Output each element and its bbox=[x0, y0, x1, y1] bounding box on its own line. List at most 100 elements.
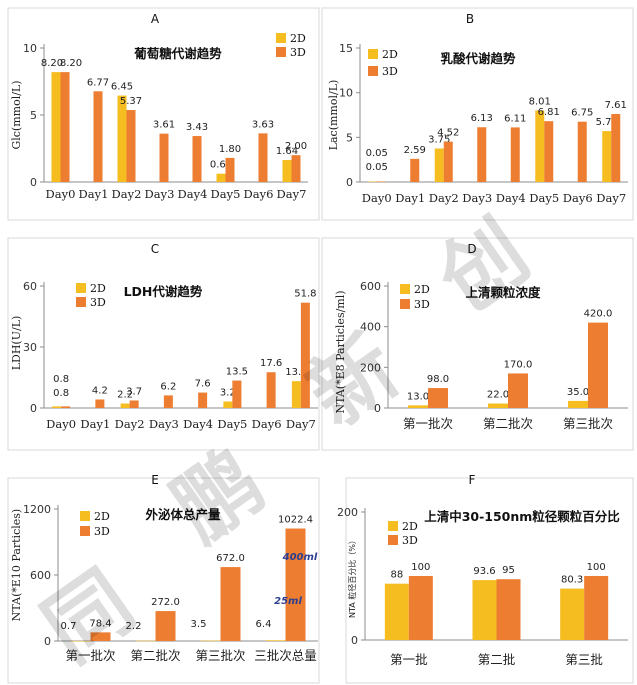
data-label-3d-2: 100 bbox=[587, 562, 606, 573]
data-label-2d-2: 35.0 bbox=[567, 387, 589, 398]
bar-2d-2 bbox=[568, 400, 588, 408]
bar-3d-2 bbox=[129, 400, 139, 408]
bar-2d-2 bbox=[560, 588, 585, 640]
data-label-2d-5: 8.01 bbox=[529, 96, 551, 107]
data-label-3d-2: 672.0 bbox=[216, 553, 245, 564]
y-tick-label: 10 bbox=[23, 42, 37, 55]
bar-3d-1 bbox=[496, 579, 521, 640]
bar-3d-7 bbox=[291, 155, 301, 182]
data-label-3d-5: 1.80 bbox=[219, 144, 241, 155]
x-tick-label: 第三批次 bbox=[563, 416, 613, 431]
x-tick-label: Day1 bbox=[395, 191, 425, 205]
y-tick-label: 0 bbox=[374, 402, 381, 415]
data-label-3d-4: 7.6 bbox=[195, 379, 211, 390]
legend-label-3d: 3D bbox=[382, 65, 398, 78]
y-tick-label: 400 bbox=[360, 321, 381, 334]
bar-3d-0 bbox=[408, 576, 433, 640]
y-tick-label: 600 bbox=[360, 280, 381, 293]
data-label-3d-5: 6.81 bbox=[538, 107, 560, 118]
y-tick-label: 0 bbox=[30, 402, 37, 415]
legend-label-2d: 2D bbox=[290, 32, 306, 45]
x-tick-label: Day6 bbox=[252, 417, 282, 431]
data-label-3d-2: 4.52 bbox=[437, 128, 459, 139]
bar-2d-1 bbox=[488, 403, 508, 408]
bar-2d-0 bbox=[51, 72, 61, 182]
data-label-3d-1: 95 bbox=[502, 565, 515, 576]
data-label-2d-0: 0.7 bbox=[61, 621, 77, 632]
x-tick-label: Day3 bbox=[462, 191, 492, 205]
x-tick-label: Day7 bbox=[277, 187, 307, 201]
x-tick-label: Day5 bbox=[211, 187, 241, 201]
volume-annotation-0: 400ml bbox=[282, 552, 318, 563]
panel-label: E bbox=[151, 473, 159, 487]
bar-2d-0 bbox=[384, 583, 409, 640]
data-label-3d-0: 98.0 bbox=[427, 374, 449, 385]
bar-3d-1 bbox=[95, 399, 105, 408]
y-tick-label: 0 bbox=[44, 635, 51, 648]
bar-2d-0 bbox=[367, 181, 377, 183]
x-tick-label: Day5 bbox=[217, 417, 247, 431]
bar-3d-0 bbox=[428, 388, 448, 408]
data-label-3d-5: 13.5 bbox=[226, 367, 248, 378]
panel-label: A bbox=[151, 12, 160, 26]
legend-label-3d: 3D bbox=[402, 534, 418, 547]
x-tick-label: 第三批次 bbox=[195, 648, 245, 663]
data-label-2d-0: 0.8 bbox=[53, 388, 69, 399]
data-label-3d-3: 6.2 bbox=[160, 381, 176, 392]
bar-3d-6 bbox=[577, 121, 587, 182]
data-label-2d-2: 3.75 bbox=[428, 135, 450, 146]
legend-label-2d: 2D bbox=[414, 283, 430, 296]
data-label-2d-7: 5.70 bbox=[596, 117, 618, 128]
x-tick-label: 第一批 bbox=[390, 652, 428, 667]
data-label-2d-2: 2.2 bbox=[117, 390, 133, 401]
bar-3d-7 bbox=[300, 302, 310, 408]
bar-3d-0 bbox=[61, 406, 71, 408]
bar-3d-5 bbox=[225, 157, 235, 182]
x-tick-label: 第二批次 bbox=[483, 416, 533, 431]
panel-frame bbox=[7, 477, 320, 684]
x-tick-label: Day1 bbox=[79, 187, 109, 201]
x-tick-label: Day2 bbox=[429, 191, 459, 205]
bar-3d-7 bbox=[611, 114, 621, 182]
data-label-3d-6: 3.63 bbox=[252, 119, 274, 130]
y-axis-label: Lac(mmol/L) bbox=[327, 80, 340, 151]
x-tick-label: 第一批次 bbox=[403, 416, 453, 431]
chart-title: 乳酸代谢趋势 bbox=[440, 51, 516, 66]
x-tick-label: Day7 bbox=[596, 191, 626, 205]
bar-3d-3 bbox=[163, 395, 173, 408]
panel-label: D bbox=[467, 242, 476, 256]
bar-3d-0 bbox=[60, 72, 70, 182]
bar-3d-5 bbox=[232, 380, 242, 408]
data-label-2d-1: 2.2 bbox=[126, 621, 142, 632]
bar-3d-2 bbox=[588, 322, 608, 408]
data-label-2d-0: 13.0 bbox=[407, 391, 429, 402]
bar-3d-2 bbox=[584, 576, 609, 640]
legend-swatch-2d bbox=[76, 283, 86, 293]
bar-2d-5 bbox=[223, 401, 233, 408]
y-axis-label: NTA(*E10 Particles) bbox=[10, 509, 23, 621]
bar-3d-5 bbox=[544, 121, 554, 182]
x-tick-label: Day4 bbox=[496, 191, 526, 205]
bar-2d-2 bbox=[120, 403, 130, 408]
x-tick-label: Day3 bbox=[149, 417, 179, 431]
bar-3d-4 bbox=[198, 392, 208, 408]
chart-title: 外泌体总产量 bbox=[144, 507, 221, 522]
legend-swatch-3d bbox=[388, 535, 398, 545]
panel-frame bbox=[321, 7, 634, 221]
y-tick-label: 30 bbox=[23, 341, 37, 354]
y-tick-label: 200 bbox=[337, 506, 358, 519]
data-label-3d-0: 8.20 bbox=[60, 58, 82, 69]
x-tick-label: 第二批次 bbox=[130, 648, 180, 663]
bar-3d-1 bbox=[508, 373, 528, 408]
legend-label-3d: 3D bbox=[94, 525, 110, 538]
bar-3d-3 bbox=[477, 127, 487, 182]
bar-2d-0 bbox=[52, 406, 62, 408]
data-label-2d-1: 22.0 bbox=[487, 390, 509, 401]
data-label-2d-5: 3.2 bbox=[220, 387, 236, 398]
y-axis-label: NTA 粒径百分比（%） bbox=[347, 536, 357, 618]
legend-swatch-3d bbox=[76, 297, 86, 307]
legend-label-2d: 2D bbox=[382, 48, 398, 61]
chart-panel-d: D 上清颗粒浓度 NTA(*E8 Particles/ml) 0 200 400 600 第一… bbox=[321, 237, 634, 451]
data-label-3d-2: 3.7 bbox=[126, 386, 142, 397]
